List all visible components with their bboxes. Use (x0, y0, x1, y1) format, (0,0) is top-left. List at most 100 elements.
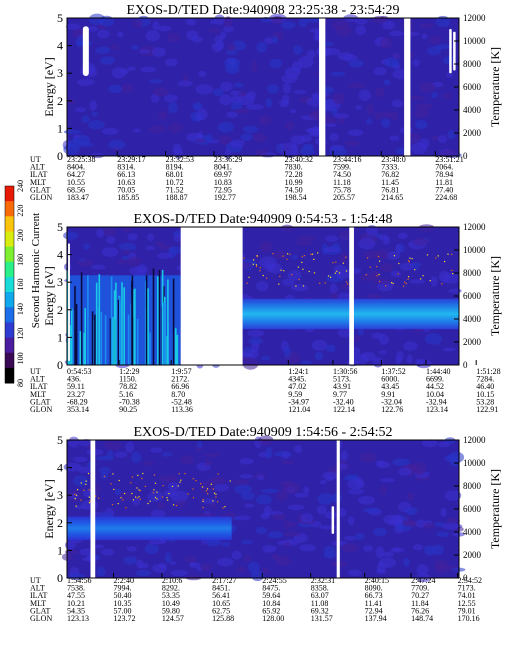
colorbar-tick-label: 180 (16, 254, 25, 266)
broadband-streak (176, 334, 179, 365)
texture-blob (214, 483, 230, 492)
speckle (118, 479, 120, 482)
texture-blob (88, 13, 106, 25)
texture-blob (272, 35, 279, 44)
speckle (295, 285, 297, 287)
texture-blob (168, 102, 178, 114)
speckle (156, 491, 158, 493)
texture-blob (132, 497, 141, 506)
speckle (328, 275, 330, 277)
texture-blob (135, 569, 152, 577)
speckle (377, 255, 380, 258)
texture-blob (73, 134, 80, 139)
speckle (139, 498, 141, 500)
texture-blob (411, 142, 427, 155)
texture-blob (230, 101, 242, 111)
texture-blob (407, 95, 426, 101)
ephemeris-value: 137.94 (365, 614, 387, 623)
texture-blob (192, 105, 202, 111)
y2-tick-label: 0 (463, 360, 468, 370)
speckle (201, 486, 204, 488)
ephemeris-value: 23:44:16 (333, 155, 361, 164)
texture-blob (395, 357, 402, 365)
ephemeris-row-label: UT (30, 576, 41, 585)
speckle (77, 489, 79, 491)
texture-blob (300, 513, 314, 523)
ephemeris-value: 10.55 (67, 178, 85, 187)
texture-blob (282, 451, 290, 459)
texture-blob (193, 138, 206, 143)
speckle (167, 499, 169, 501)
speckle (215, 496, 217, 498)
speckle (279, 275, 281, 277)
texture-blob (258, 115, 272, 126)
texture-blob (205, 538, 222, 547)
speckle (310, 253, 312, 255)
texture-blob (197, 131, 204, 141)
texture-blob (195, 84, 214, 95)
texture-blob (289, 522, 296, 527)
speckle (171, 485, 174, 487)
texture-blob (389, 135, 400, 141)
ephemeris-value: 1:37:52 (381, 367, 405, 376)
texture-blob (381, 111, 394, 119)
ephemeris-value: 65.92 (262, 606, 280, 615)
ephemeris-value: 76.26 (411, 606, 429, 615)
texture-blob (446, 72, 453, 78)
texture-blob (284, 121, 295, 131)
speckle (75, 505, 77, 507)
texture-blob (403, 341, 418, 351)
texture-blob (344, 140, 360, 146)
broadband-streak (94, 314, 96, 365)
speckle (131, 492, 133, 495)
speckle (422, 275, 424, 277)
texture-blob (284, 294, 295, 300)
ephemeris-row-label: ALT (30, 163, 45, 172)
texture-blob (196, 440, 203, 449)
texture-blob (337, 327, 353, 338)
ephemeris-value: 8041. (214, 163, 232, 172)
ephemeris-value: 10.15 (476, 390, 494, 399)
texture-blob (377, 562, 386, 574)
texture-blob (419, 81, 436, 93)
texture-blob (306, 49, 316, 60)
speckle (229, 480, 231, 482)
colorbar-tick-label: 160 (16, 279, 25, 291)
y2-tick-label: 8000 (463, 268, 482, 278)
texture-blob (96, 229, 105, 238)
ephemeris-value: 78.94 (435, 170, 453, 179)
texture-blob (380, 262, 393, 273)
ephemeris-value: 46.40 (476, 382, 494, 391)
texture-blob (159, 474, 177, 483)
ephemeris-row-label: ILAT (30, 591, 47, 600)
texture-blob (323, 247, 340, 253)
texture-blob (91, 111, 98, 117)
broadband-streak (121, 282, 123, 365)
speckle (130, 482, 132, 484)
ephemeris-value: -34.97 (288, 397, 309, 406)
texture-blob (100, 471, 109, 480)
texture-blob (76, 78, 95, 87)
broadband-streak (75, 304, 78, 365)
texture-blob (418, 224, 435, 232)
ephemeris-value: 11.41 (365, 599, 383, 608)
ephemeris-value: 62.75 (212, 606, 230, 615)
ephemeris-value: 44.52 (426, 382, 444, 391)
ephemeris-value: 69.97 (214, 170, 232, 179)
y2-tick-label: 2000 (463, 128, 482, 138)
texture-blob (88, 120, 105, 130)
texture-blob (290, 135, 306, 145)
speckle (85, 483, 87, 485)
speckle (385, 285, 387, 287)
speckle (136, 487, 138, 489)
texture-blob (434, 522, 445, 527)
texture-blob (280, 21, 296, 30)
texture-blob (362, 507, 381, 514)
ephemeris-row-label: ILAT (30, 170, 47, 179)
speckle (88, 502, 91, 504)
texture-blob (126, 256, 142, 266)
texture-blob (96, 566, 106, 577)
speckle (405, 282, 407, 285)
speckle (125, 507, 127, 509)
ephemeris-value: 205.57 (333, 193, 355, 202)
